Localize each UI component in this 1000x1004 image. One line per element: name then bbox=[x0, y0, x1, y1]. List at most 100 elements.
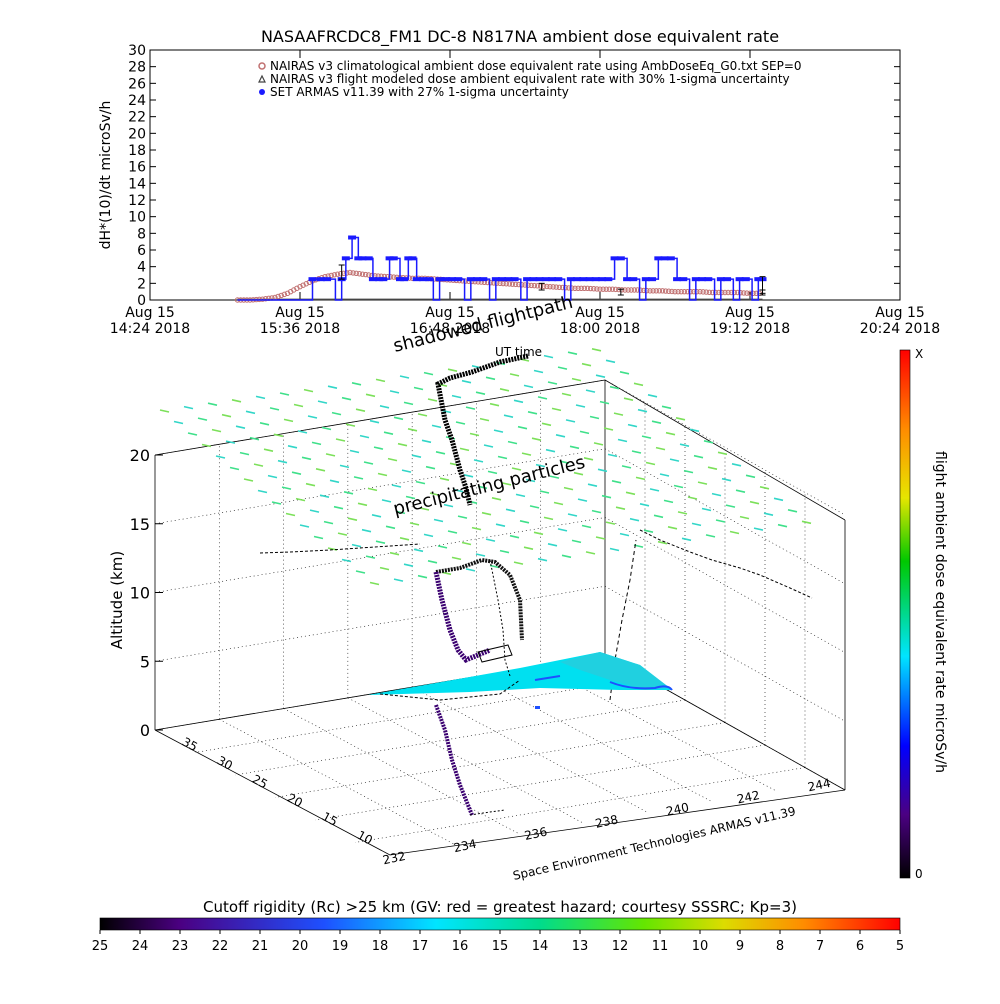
particle-mark bbox=[571, 539, 582, 544]
altitude-tick-label: 5 bbox=[140, 652, 150, 671]
particle-mark bbox=[545, 448, 556, 453]
series-nairas-point bbox=[556, 284, 563, 290]
particle-mark bbox=[649, 488, 660, 492]
top-x-tick-label-time: 15:36 2018 bbox=[260, 321, 340, 337]
series-nairas-point bbox=[328, 272, 334, 279]
particle-mark bbox=[371, 514, 382, 518]
series-nairas-point bbox=[653, 288, 659, 294]
particle-mark bbox=[215, 455, 226, 459]
particle-mark bbox=[533, 369, 544, 374]
particle-mark bbox=[263, 448, 274, 452]
longitude-tick-label: 240 bbox=[665, 800, 690, 818]
particle-mark bbox=[531, 437, 542, 441]
particle-mark bbox=[689, 428, 700, 433]
particle-mark bbox=[801, 520, 812, 525]
series-nairas-point bbox=[725, 289, 731, 296]
particle-mark bbox=[327, 385, 338, 389]
particle-mark bbox=[447, 530, 458, 534]
particle-mark bbox=[527, 411, 538, 415]
particle-mark bbox=[335, 438, 346, 442]
box-edge-floor-front-right bbox=[389, 789, 846, 856]
particle-mark bbox=[493, 429, 504, 433]
longitude-tick-label: 242 bbox=[736, 788, 761, 806]
series-nairas-point bbox=[553, 284, 559, 290]
particle-mark bbox=[383, 431, 394, 435]
latitude-tick-label: 35 bbox=[180, 735, 200, 755]
particle-mark bbox=[333, 505, 344, 510]
particle-mark bbox=[585, 389, 596, 393]
series-nairas-point bbox=[741, 290, 747, 296]
particle-mark bbox=[673, 484, 684, 489]
particle-mark bbox=[611, 480, 622, 484]
particle-mark bbox=[637, 408, 648, 413]
cutoff-rigidity-tick-label: 9 bbox=[736, 939, 744, 954]
series-nairas-point bbox=[503, 281, 509, 287]
series-nairas-point bbox=[675, 288, 681, 295]
particle-mark bbox=[391, 484, 402, 488]
series-nairas-point bbox=[331, 272, 338, 278]
shadow-trace-back-wall bbox=[609, 539, 637, 701]
series-nairas-point bbox=[719, 289, 725, 296]
particle-mark bbox=[729, 530, 740, 535]
particle-mark bbox=[431, 424, 442, 429]
cutoff-rigidity-tick-label: 22 bbox=[212, 939, 229, 954]
particle-mark bbox=[561, 554, 572, 559]
box-edge-floor-front-left bbox=[154, 729, 391, 856]
particle-mark bbox=[285, 512, 296, 517]
particle-mark bbox=[787, 509, 798, 513]
particle-mark bbox=[717, 451, 728, 456]
particle-mark bbox=[523, 384, 534, 389]
particle-mark bbox=[389, 551, 400, 556]
series-nairas-point bbox=[687, 288, 694, 295]
particle-mark bbox=[363, 461, 374, 465]
particle-mark bbox=[543, 516, 554, 521]
particle-mark bbox=[701, 507, 712, 512]
particle-mark bbox=[303, 388, 314, 393]
top-y-tick-label: 0 bbox=[137, 293, 146, 309]
top-x-tick-label-date: Aug 15 bbox=[425, 305, 475, 321]
particle-mark bbox=[581, 524, 592, 529]
particle-mark bbox=[339, 464, 350, 469]
particle-mark bbox=[489, 402, 500, 407]
particle-mark bbox=[427, 398, 438, 402]
particle-mark bbox=[317, 400, 328, 404]
series-nairas-point bbox=[525, 282, 531, 288]
particle-mark bbox=[547, 381, 558, 385]
particle-mark bbox=[735, 489, 746, 493]
series-nairas-point bbox=[637, 287, 644, 293]
top-y-tick-label: 18 bbox=[128, 143, 146, 159]
particle-mark bbox=[239, 451, 250, 456]
series-nairas-point bbox=[362, 271, 369, 278]
series-nairas-point bbox=[537, 283, 544, 289]
series-nairas-point bbox=[650, 288, 656, 294]
particle-mark bbox=[293, 403, 304, 408]
particle-mark bbox=[253, 463, 264, 467]
series-nairas-point bbox=[519, 282, 525, 288]
top-y-tick-label: 12 bbox=[128, 193, 146, 209]
particle-mark bbox=[417, 413, 428, 417]
particle-mark bbox=[295, 497, 306, 502]
altitude-axis-label: Altitude (km) bbox=[108, 551, 126, 649]
particle-mark bbox=[499, 549, 510, 554]
particle-mark bbox=[745, 474, 756, 479]
series-nairas-point bbox=[353, 270, 359, 277]
precipitating-particles-field bbox=[159, 348, 812, 586]
particle-mark bbox=[373, 446, 384, 450]
series-nairas-point bbox=[344, 270, 350, 276]
particle-mark bbox=[687, 496, 698, 500]
series-nairas-point bbox=[712, 289, 719, 296]
particle-mark bbox=[609, 385, 620, 390]
top-x-tick-label-date: Aug 15 bbox=[725, 305, 775, 321]
particle-mark bbox=[677, 511, 688, 515]
series-nairas-point bbox=[359, 271, 366, 277]
particle-mark bbox=[635, 476, 646, 481]
particle-mark bbox=[343, 491, 354, 495]
particle-mark bbox=[229, 466, 240, 471]
particle-mark bbox=[403, 401, 414, 406]
series-nairas-point bbox=[387, 274, 394, 280]
particle-mark bbox=[477, 485, 488, 490]
cutoff-rigidity-colorbar-ticks: 25 24 23 22 21 20 19 18 17 16 15 14 13 12 11 10 9 8 7 6 5 bbox=[92, 930, 904, 954]
particle-mark bbox=[375, 540, 386, 544]
